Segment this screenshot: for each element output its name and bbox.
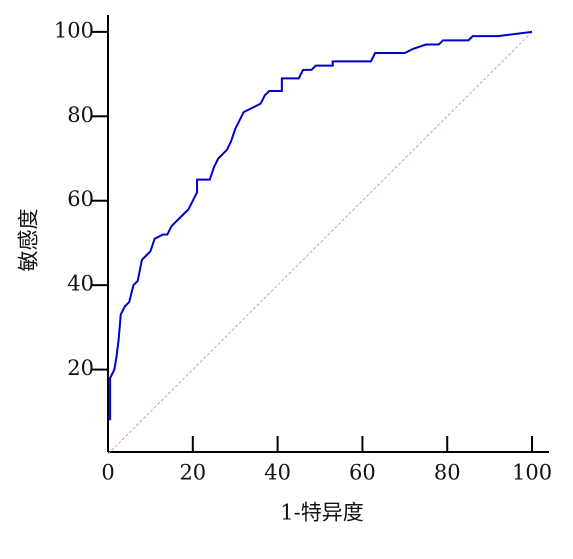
- series-line: [107, 31, 533, 455]
- x-tick-label: 0: [101, 461, 114, 485]
- y-tick-label: 40: [67, 272, 94, 296]
- series-line: [109, 30, 533, 421]
- y-tick-label: 60: [67, 187, 94, 211]
- y-axis-label: 敏感度: [17, 209, 41, 272]
- y-tick-label: 80: [67, 103, 94, 127]
- y-tick-label: 100: [54, 18, 94, 42]
- x-tick-label: 100: [512, 461, 552, 485]
- x-axis-label: 1-特异度: [280, 501, 363, 525]
- x-tick-label: 80: [434, 461, 461, 485]
- x-tick-label: 40: [264, 461, 291, 485]
- y-tick-label: 20: [67, 356, 94, 380]
- x-tick-label: 60: [349, 461, 376, 485]
- x-tick-label: 20: [179, 461, 206, 485]
